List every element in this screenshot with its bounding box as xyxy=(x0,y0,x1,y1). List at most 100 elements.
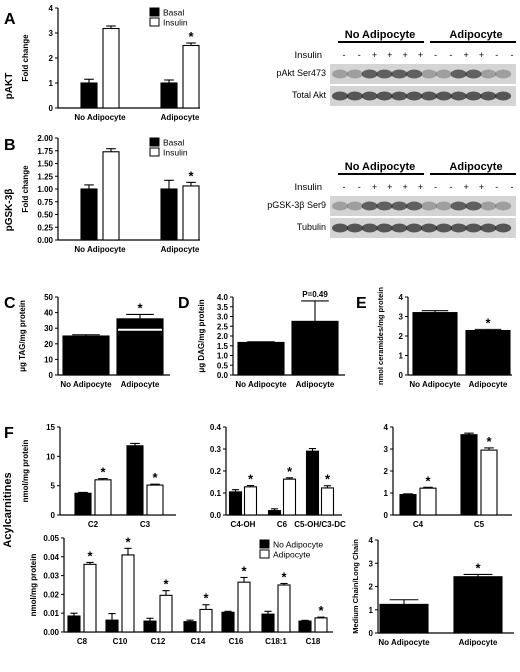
panel-letter: A xyxy=(4,11,16,28)
bar xyxy=(243,486,258,516)
significance-marker: P=0.49 xyxy=(302,290,328,299)
bar xyxy=(116,318,164,376)
blot-band xyxy=(361,69,378,79)
blot-band xyxy=(480,91,497,101)
blot-band xyxy=(346,91,363,101)
row-label-a: pAKT xyxy=(4,73,15,100)
bar xyxy=(419,487,437,516)
y-axis-label: μg TAG/mg protein xyxy=(18,300,27,372)
blot-insulin-label: Insulin xyxy=(295,50,322,61)
panel-letter: C xyxy=(4,295,16,312)
bar xyxy=(83,563,97,633)
panel-letter: F xyxy=(4,425,14,442)
y-tick-label: 0.00 xyxy=(37,236,53,245)
x-tick-label: Adipocyte xyxy=(121,380,160,389)
legend-label: No Adipocyte xyxy=(273,540,323,550)
bar xyxy=(182,185,200,241)
y-tick-label: 1.0 xyxy=(217,352,229,361)
y-axis-label: nmol/mg protein xyxy=(21,440,30,503)
blot-B: No Adipocyte Adipocyte Insulin - - + + + + - - + + - -… xyxy=(267,161,516,238)
blot-lane-sign: - xyxy=(434,50,437,60)
blot-band-label: Total Akt xyxy=(292,90,327,100)
bar xyxy=(480,449,498,516)
y-tick-label: 1 xyxy=(384,489,389,498)
significance-marker: * xyxy=(100,465,106,480)
blot-band xyxy=(332,69,348,79)
y-tick-label: 0.05 xyxy=(43,534,59,543)
blot-membrane xyxy=(330,64,516,84)
blot-band xyxy=(495,223,512,233)
y-tick-label: 0.0 xyxy=(210,511,222,520)
bar xyxy=(267,510,282,516)
y-tick-label: 10 xyxy=(46,452,55,461)
significance-marker: * xyxy=(163,577,169,592)
significance-marker: * xyxy=(287,464,293,479)
y-tick-label: 3 xyxy=(399,313,404,322)
y-tick-label: 10 xyxy=(44,355,53,364)
bar xyxy=(237,341,285,376)
blot-band xyxy=(332,223,348,233)
legend-swatch xyxy=(149,137,160,147)
panel-letter: B xyxy=(4,137,16,154)
y-tick-label: 3 xyxy=(49,29,54,38)
y-tick-label: 3.0 xyxy=(217,313,229,322)
bar xyxy=(291,320,339,376)
blot-band xyxy=(332,201,348,211)
bar xyxy=(465,329,511,376)
blot-header: Adipocyte xyxy=(449,161,502,173)
blot-lane-sign: - xyxy=(449,50,452,60)
bar xyxy=(182,44,200,109)
blot-band-label: pGSK-3β Ser9 xyxy=(267,200,326,210)
blot-header: Adipocyte xyxy=(449,29,502,41)
bar xyxy=(146,484,164,516)
significance-marker: * xyxy=(486,434,492,449)
y-tick-label: 0.2 xyxy=(210,467,222,476)
x-tick-label: Adipocyte xyxy=(459,638,498,647)
significance-marker: * xyxy=(485,315,491,330)
x-tick-label: C12 xyxy=(151,637,166,646)
y-tick-label: 0.75 xyxy=(37,198,53,207)
bar xyxy=(277,584,291,633)
x-tick-label: C8 xyxy=(77,637,88,646)
panel-f1: 0 5 10 15 nmol/mg protein C2 C3 * * xyxy=(21,423,176,529)
bar xyxy=(237,581,251,633)
bar xyxy=(460,434,478,516)
blot-band xyxy=(435,69,452,79)
y-axis-label: Medium Chain/Long Chain xyxy=(351,539,360,634)
blot-band xyxy=(376,223,393,233)
bar xyxy=(320,487,335,516)
y-tick-label: 2.5 xyxy=(217,322,229,331)
panel-f3: 0 1 2 3 4 C4 C5 * * xyxy=(384,423,512,529)
x-tick-label: No Adipocyte xyxy=(235,380,287,389)
x-tick-label: C16 xyxy=(229,637,244,646)
blot-band xyxy=(391,69,408,79)
blot-band xyxy=(346,223,363,233)
y-tick-label: 1.25 xyxy=(37,172,53,181)
bar xyxy=(228,491,243,516)
significance-marker: * xyxy=(152,470,158,485)
blot-header: No Adipocyte xyxy=(345,161,416,173)
y-tick-label: 1.50 xyxy=(37,160,53,169)
row-label-f: Acylcarnitines xyxy=(2,472,14,547)
y-axis-label: nmol/mg protein xyxy=(29,554,38,617)
y-tick-label: 2.00 xyxy=(37,134,53,143)
panel-c: 0 10 20 30 40 50 μg TAG/mg protein No Adipocyte… xyxy=(18,293,170,389)
bar xyxy=(74,492,92,516)
y-axis-label: μg DAG/mg protein xyxy=(197,299,206,372)
y-axis-label: Fold change xyxy=(21,34,30,82)
blot-band xyxy=(391,223,408,233)
x-tick-label: No Adipocyte xyxy=(74,245,126,254)
blot-band-label: Tubulin xyxy=(297,222,326,232)
x-tick-label: Adipocyte xyxy=(161,245,200,254)
legend-swatch xyxy=(259,539,270,549)
bar xyxy=(412,312,458,376)
blot-band xyxy=(480,69,497,79)
blot-band xyxy=(346,201,363,211)
blot-band-label: pAkt Ser473 xyxy=(276,68,326,78)
x-tick-label: C5 xyxy=(474,520,485,529)
legend-swatch xyxy=(259,549,270,559)
legend-label: Basal xyxy=(163,138,184,148)
blot-band xyxy=(421,69,437,79)
